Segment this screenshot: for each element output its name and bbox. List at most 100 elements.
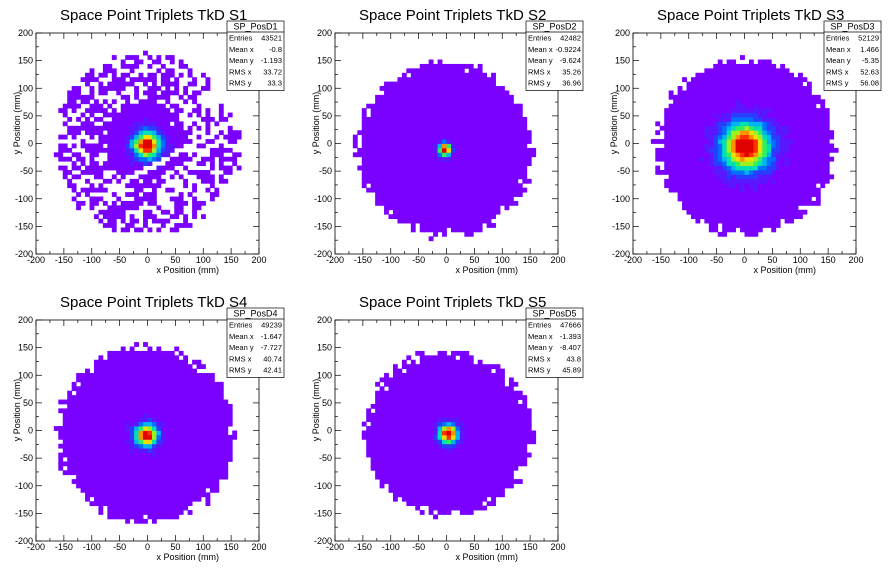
histogram-bin bbox=[406, 86, 412, 91]
histogram-bin bbox=[76, 156, 81, 162]
histogram-bin bbox=[419, 510, 425, 515]
histogram-bin bbox=[415, 452, 421, 458]
histogram-bin bbox=[134, 430, 139, 436]
histogram-bin bbox=[401, 77, 407, 83]
histogram-bin bbox=[151, 395, 157, 400]
histogram-bin bbox=[704, 214, 710, 220]
histogram-bin bbox=[174, 90, 180, 96]
histogram-bin bbox=[771, 192, 777, 197]
histogram-bin bbox=[442, 108, 447, 113]
x-tick-label: 50 bbox=[170, 255, 180, 265]
histogram-bin bbox=[107, 81, 113, 87]
histogram-bin bbox=[388, 381, 394, 387]
histogram-bin bbox=[784, 218, 790, 224]
histogram-bin bbox=[415, 457, 421, 462]
histogram-bin bbox=[151, 390, 157, 396]
histogram-bin bbox=[780, 143, 786, 149]
histogram-bin bbox=[361, 183, 367, 189]
histogram-bin bbox=[740, 170, 745, 175]
histogram-bin bbox=[93, 487, 99, 493]
histogram-bin bbox=[138, 99, 144, 105]
histogram-bin bbox=[726, 161, 732, 166]
histogram-bin bbox=[406, 355, 412, 361]
histogram-bin bbox=[156, 390, 162, 396]
histogram-bin bbox=[424, 403, 430, 409]
histogram-bin bbox=[379, 165, 385, 171]
histogram-bin bbox=[517, 156, 523, 162]
histogram-bin bbox=[722, 209, 728, 215]
histogram-bin bbox=[187, 439, 193, 445]
histogram-bin bbox=[673, 187, 678, 193]
histogram-bin bbox=[129, 68, 135, 74]
histogram-bin bbox=[111, 510, 117, 515]
histogram-bin bbox=[410, 209, 416, 215]
histogram-bin bbox=[107, 448, 113, 453]
histogram-bin bbox=[748, 165, 754, 171]
histogram-bin bbox=[690, 143, 696, 149]
histogram-bin bbox=[178, 448, 184, 453]
histogram-bin bbox=[178, 457, 184, 462]
histogram-bin bbox=[406, 192, 412, 197]
histogram-bin bbox=[138, 130, 144, 136]
histogram-bin bbox=[442, 130, 447, 136]
histogram-bin bbox=[455, 156, 461, 162]
histogram-bin bbox=[107, 452, 113, 458]
histogram-bin bbox=[384, 470, 389, 476]
histogram-bin bbox=[500, 192, 505, 197]
histogram-bin bbox=[699, 94, 705, 100]
histogram-bin bbox=[740, 116, 745, 122]
histogram-bin bbox=[735, 134, 741, 140]
histogram-bin bbox=[762, 214, 768, 220]
histogram-bin bbox=[406, 125, 412, 131]
histogram-bin bbox=[798, 143, 803, 149]
histogram-bin bbox=[214, 483, 220, 489]
histogram-bin bbox=[102, 121, 108, 127]
histogram-bin bbox=[766, 81, 772, 87]
histogram-bin bbox=[397, 178, 403, 184]
histogram-bin bbox=[227, 165, 233, 171]
histogram-bin bbox=[169, 143, 175, 149]
histogram-bin bbox=[482, 130, 488, 136]
histogram-bin bbox=[205, 412, 211, 418]
histogram-bin bbox=[789, 125, 794, 131]
histogram-bin bbox=[513, 183, 519, 189]
histogram-bin bbox=[415, 108, 421, 113]
histogram-bin bbox=[731, 209, 736, 215]
histogram-bin bbox=[397, 205, 403, 211]
histogram-bin bbox=[134, 55, 139, 60]
histogram-bin bbox=[138, 355, 144, 361]
histogram-bin bbox=[415, 77, 421, 83]
histogram-bin bbox=[129, 430, 135, 436]
histogram-bin bbox=[134, 77, 139, 83]
histogram-bin bbox=[486, 223, 492, 228]
histogram-bin bbox=[401, 403, 407, 409]
histogram-bin bbox=[89, 430, 95, 436]
histogram-bin bbox=[379, 439, 385, 445]
histogram-bin bbox=[757, 205, 763, 211]
histogram-bin bbox=[459, 99, 465, 105]
histogram-bin bbox=[201, 386, 206, 392]
histogram-bin bbox=[664, 108, 670, 113]
histogram-bin bbox=[744, 99, 750, 105]
histogram-bin bbox=[134, 134, 139, 140]
histogram-bin bbox=[201, 492, 206, 498]
histogram-bin bbox=[214, 479, 220, 484]
stats-key: RMS x bbox=[826, 67, 849, 76]
histogram-bin bbox=[686, 112, 692, 118]
histogram-bin bbox=[757, 227, 763, 233]
histogram-bin bbox=[223, 443, 229, 449]
histogram-bin bbox=[107, 443, 113, 449]
histogram-bin bbox=[174, 143, 180, 149]
histogram-bin bbox=[169, 125, 175, 131]
histogram-bin bbox=[375, 465, 380, 471]
histogram-bin bbox=[757, 121, 763, 127]
histogram-bin bbox=[415, 487, 421, 493]
histogram-bin bbox=[437, 112, 443, 118]
histogram-bin bbox=[464, 81, 470, 87]
histogram-bin bbox=[771, 130, 777, 136]
histogram-bin bbox=[455, 227, 461, 233]
histogram-bin bbox=[196, 426, 202, 431]
histogram-bin bbox=[686, 94, 692, 100]
histogram-bin bbox=[433, 209, 438, 215]
histogram-bin bbox=[169, 196, 175, 202]
